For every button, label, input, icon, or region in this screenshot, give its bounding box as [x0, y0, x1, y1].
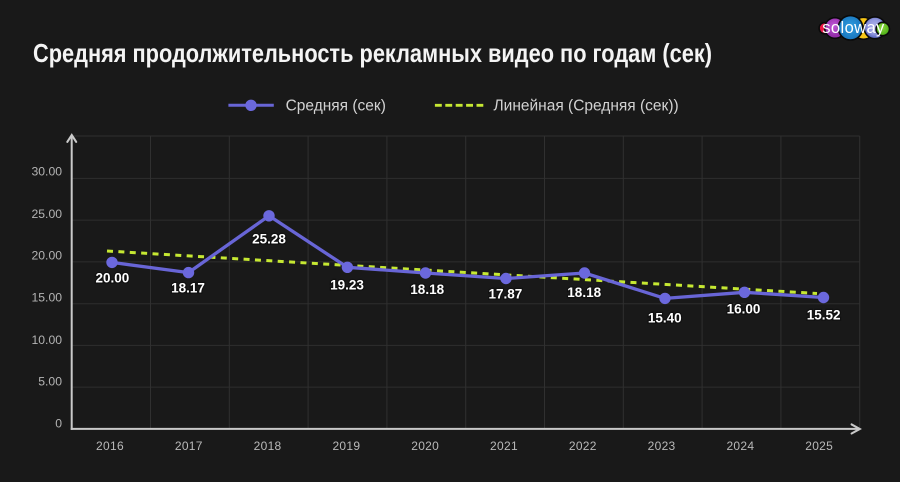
- svg-text:2017: 2017: [175, 439, 203, 453]
- svg-text:2023: 2023: [648, 439, 676, 453]
- svg-text:18.18: 18.18: [410, 282, 444, 297]
- svg-text:15.00: 15.00: [32, 291, 63, 305]
- svg-text:20.00: 20.00: [32, 248, 63, 262]
- svg-text:Средняя продолжительность рекл: Средняя продолжительность рекламных виде…: [33, 38, 712, 68]
- svg-text:2022: 2022: [569, 439, 597, 453]
- svg-text:2025: 2025: [805, 439, 833, 453]
- svg-text:25.28: 25.28: [252, 231, 286, 246]
- svg-text:10.00: 10.00: [32, 333, 63, 347]
- svg-text:15.52: 15.52: [807, 308, 841, 323]
- svg-text:19.23: 19.23: [330, 278, 364, 293]
- svg-text:16.00: 16.00: [727, 301, 761, 316]
- svg-text:17.87: 17.87: [489, 287, 523, 302]
- svg-text:20.00: 20.00: [96, 271, 130, 286]
- svg-text:15.40: 15.40: [648, 310, 682, 325]
- svg-text:2020: 2020: [411, 439, 439, 453]
- svg-text:30.00: 30.00: [32, 165, 63, 179]
- svg-text:5.00: 5.00: [38, 375, 62, 389]
- svg-text:25.00: 25.00: [32, 207, 63, 221]
- svg-text:2021: 2021: [490, 439, 518, 453]
- svg-text:soloway: soloway: [822, 19, 885, 37]
- svg-text:2019: 2019: [332, 439, 360, 453]
- svg-text:2018: 2018: [254, 439, 282, 453]
- svg-text:2016: 2016: [96, 439, 124, 453]
- svg-text:18.17: 18.17: [171, 281, 205, 296]
- svg-text:Средняя (сек): Средняя (сек): [286, 98, 386, 115]
- svg-text:0: 0: [55, 417, 62, 431]
- svg-text:18.18: 18.18: [567, 285, 601, 300]
- svg-text:Линейная (Средняя (сек)): Линейная (Средняя (сек)): [494, 98, 679, 115]
- svg-text:2024: 2024: [726, 439, 754, 453]
